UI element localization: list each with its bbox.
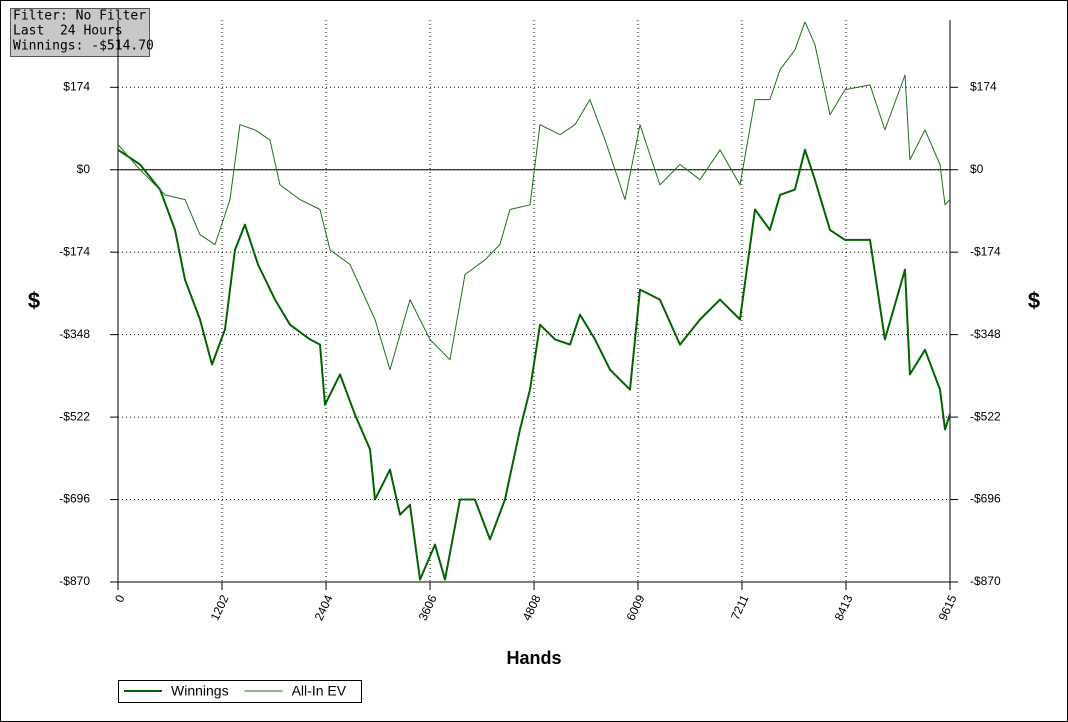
- legend: Winnings All-In EV: [118, 680, 362, 703]
- y2-tick-label: -$870: [970, 574, 1001, 588]
- legend-label: All-In EV: [292, 683, 347, 699]
- y2-tick-label: -$174: [970, 244, 1001, 258]
- y-tick-label: -$174: [59, 244, 90, 258]
- series-line: [117, 148, 951, 581]
- x-axis-label: Hands: [506, 648, 561, 668]
- y-axis-label: $: [28, 288, 40, 313]
- y2-tick-label: $0: [970, 162, 984, 176]
- legend-label: Winnings: [171, 683, 229, 699]
- series-line: [117, 21, 951, 371]
- filter-line: Filter: No Filter: [13, 9, 146, 24]
- y2-axis-label: $: [1028, 288, 1040, 313]
- filter-box: Filter: No Filter Last 24 Hours Winnings…: [10, 8, 154, 57]
- y-tick-label: -$696: [59, 492, 90, 506]
- filter-line: Last 24 Hours: [13, 24, 123, 39]
- y-tick-label: $174: [63, 79, 90, 93]
- y-tick-label: -$522: [59, 409, 90, 423]
- y2-tick-label: $174: [970, 79, 997, 93]
- y-tick-label: -$870: [59, 574, 90, 588]
- y-tick-label: $0: [77, 162, 91, 176]
- y-tick-label: -$348: [59, 327, 90, 341]
- legend-box: [118, 680, 362, 703]
- y2-tick-label: -$348: [970, 327, 1001, 341]
- y2-tick-label: -$696: [970, 492, 1001, 506]
- filter-line: Winnings: -$514.70: [13, 39, 154, 54]
- y2-tick-label: -$522: [970, 409, 1001, 423]
- filter-box-bg: [10, 8, 150, 57]
